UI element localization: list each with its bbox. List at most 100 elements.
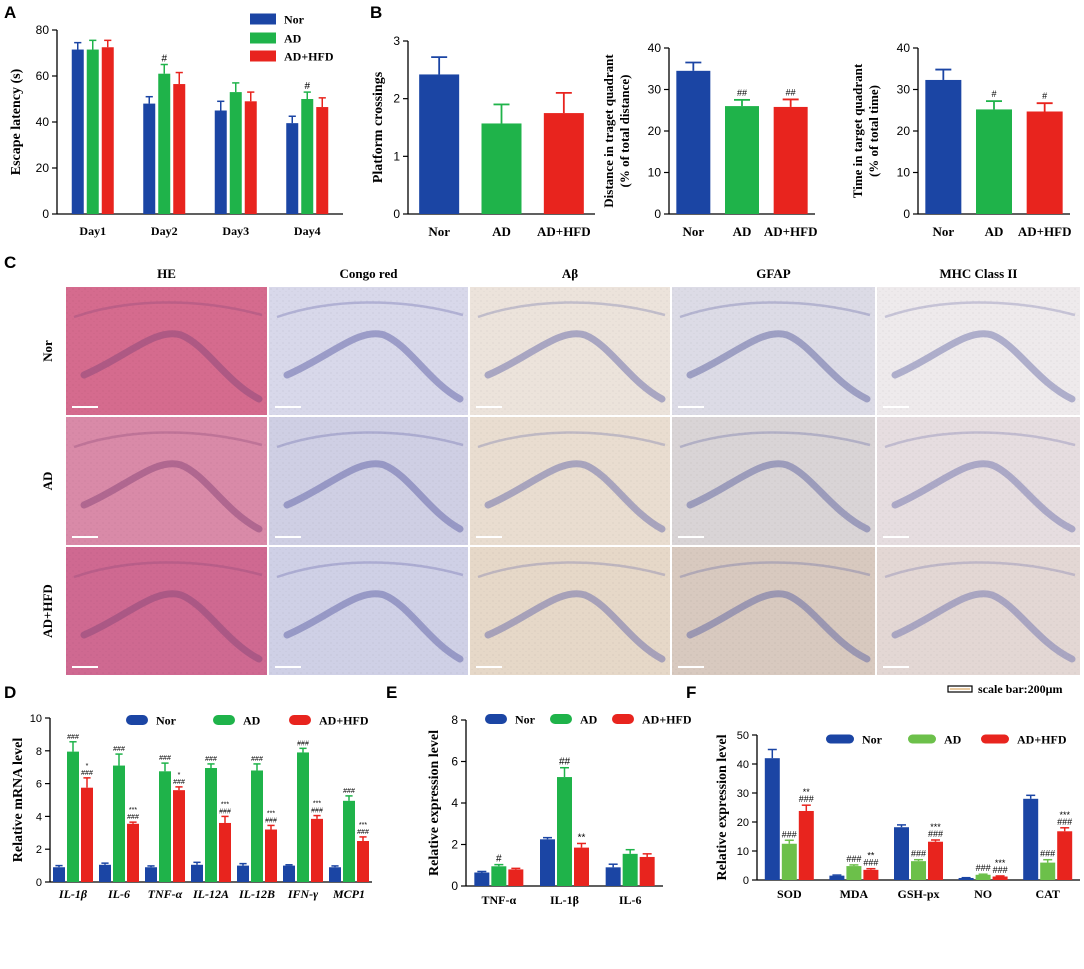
significance-label: ** <box>803 787 811 797</box>
hippocampus-band <box>484 330 666 403</box>
panel-letter-a: A <box>4 3 16 22</box>
hippocampus-band <box>80 330 263 403</box>
legend-label-ad: AD <box>580 713 598 727</box>
bar-ad-tnf <box>159 771 171 882</box>
x-tick-label-sod: SOD <box>777 887 802 901</box>
x-tick-label-gsh-px: GSH-px <box>897 887 939 901</box>
ca-layer <box>477 431 666 449</box>
legend-swatch-nor <box>250 13 276 25</box>
panel-letter-f: F <box>686 683 696 702</box>
bar-ad-hfd-il-12b <box>265 829 277 882</box>
significance-label: ### <box>265 817 277 824</box>
significance-label: ### <box>799 794 814 804</box>
bar-ad-mda <box>846 866 862 880</box>
bar-nor <box>925 79 962 214</box>
y-tick-label: 40 <box>36 115 50 129</box>
hippocampus-band <box>891 330 1076 403</box>
bar-ad-hfd <box>543 113 584 214</box>
legend-swatch-ad <box>550 714 572 724</box>
y-tick-label: 60 <box>36 69 50 83</box>
significance-label: ### <box>863 858 878 868</box>
significance-label: ### <box>113 746 125 753</box>
bar-ad-hfd-day4 <box>316 107 329 214</box>
legend-f: Nor AD AD+HFD <box>826 733 1067 747</box>
bar-ad-hfd-il-1 <box>81 787 93 882</box>
bar-ad <box>481 123 522 214</box>
hippocampus-band <box>891 590 1076 663</box>
hippocampus-band <box>484 460 666 533</box>
x-tick-label-il-1: IL-1β <box>58 887 88 901</box>
significance-label: ### <box>67 734 79 741</box>
significance-label: * <box>86 763 89 770</box>
x-tick-label-il-6: IL-6 <box>107 887 130 901</box>
significance-label: ### <box>343 788 355 795</box>
significance-label: ### <box>81 770 93 777</box>
x-tick-label-tnf: TNF-α <box>481 893 516 907</box>
bar-nor-tnf <box>474 872 490 886</box>
y-tick-label: 40 <box>897 41 911 55</box>
bar-ad-day3 <box>229 92 242 214</box>
micrograph-texture <box>672 417 875 545</box>
bar-nor-no <box>958 877 974 880</box>
x-tick-label-day2: Day2 <box>151 224 178 238</box>
micrograph-texture <box>269 417 468 545</box>
ca-layer <box>477 301 666 319</box>
ca-layer <box>73 301 263 319</box>
micrograph-texture <box>470 417 670 545</box>
bar-nor-cat <box>1023 798 1039 880</box>
y-tick-label: 0 <box>654 207 661 221</box>
significance-label: ### <box>928 829 943 839</box>
bar-ad-hfd-day2 <box>173 84 186 214</box>
micrograph-texture <box>470 547 670 675</box>
hippocampus-band <box>686 590 871 663</box>
panel-letter-c: C <box>4 253 16 272</box>
bar-nor-day2 <box>143 103 156 214</box>
bar-ad-il-6 <box>622 853 638 886</box>
y-tick-label: 1 <box>393 149 400 163</box>
micrograph-texture <box>269 547 468 675</box>
significance-label: *** <box>129 807 137 814</box>
bar-nor-gsh-px <box>894 827 909 880</box>
row-header-ad: AD <box>40 472 55 491</box>
x-tick-label-day1: Day1 <box>79 224 106 238</box>
micrograph-texture <box>269 287 468 415</box>
x-tick-label-mda: MDA <box>840 887 869 901</box>
significance-label: ### <box>357 829 369 836</box>
x-tick-label-il-12b: IL-12B <box>238 887 275 901</box>
y-axis-label-2: (% of total distance) <box>617 74 632 187</box>
significance-label: ### <box>993 865 1008 875</box>
bar-ad-hfd-sod <box>798 810 814 880</box>
y-tick-label: 0 <box>451 879 458 893</box>
legend-label-ad: AD <box>243 714 261 728</box>
bar-ad-ifn <box>297 752 309 882</box>
significance-label: ### <box>911 849 926 859</box>
significance-label: *** <box>930 822 941 832</box>
x-tick-label-il-12a: IL-12A <box>192 887 229 901</box>
chart-relative-expression-e: 0 2 4 6 8 Relative expression level # TNF-α ## **… <box>427 713 663 907</box>
y-tick-label: 40 <box>737 759 749 771</box>
legend-label-ad: AD <box>284 32 302 46</box>
legend-swatch-ad <box>213 715 235 725</box>
panel-letter-e: E <box>386 683 397 702</box>
significance-label: ### <box>311 808 323 815</box>
x-tick-label-mcp1: MCP1 <box>332 887 365 901</box>
column-header-congo-red: Congo red <box>340 266 399 281</box>
y-tick-label: 0 <box>42 207 49 221</box>
bar-nor-day3 <box>214 110 227 214</box>
significance-label: *** <box>359 822 367 829</box>
bar-nor-tnf <box>145 867 157 882</box>
bar-ad-il-1 <box>557 777 572 886</box>
legend-label-ad-hfd: AD+HFD <box>319 714 369 728</box>
row-header-nor: Nor <box>40 340 55 362</box>
y-tick-label: 3 <box>393 34 400 48</box>
x-tick-label-ad-hfd: AD+HFD <box>537 224 591 239</box>
y-tick-label: 20 <box>897 124 911 138</box>
bar-ad-il-12a <box>205 768 217 882</box>
bar-nor-il-1 <box>540 839 555 886</box>
y-tick-label: 50 <box>737 730 749 742</box>
y-tick-label: 0 <box>903 207 910 221</box>
legend-label-ad-hfd: AD+HFD <box>642 713 692 727</box>
ca-layer <box>679 561 871 579</box>
